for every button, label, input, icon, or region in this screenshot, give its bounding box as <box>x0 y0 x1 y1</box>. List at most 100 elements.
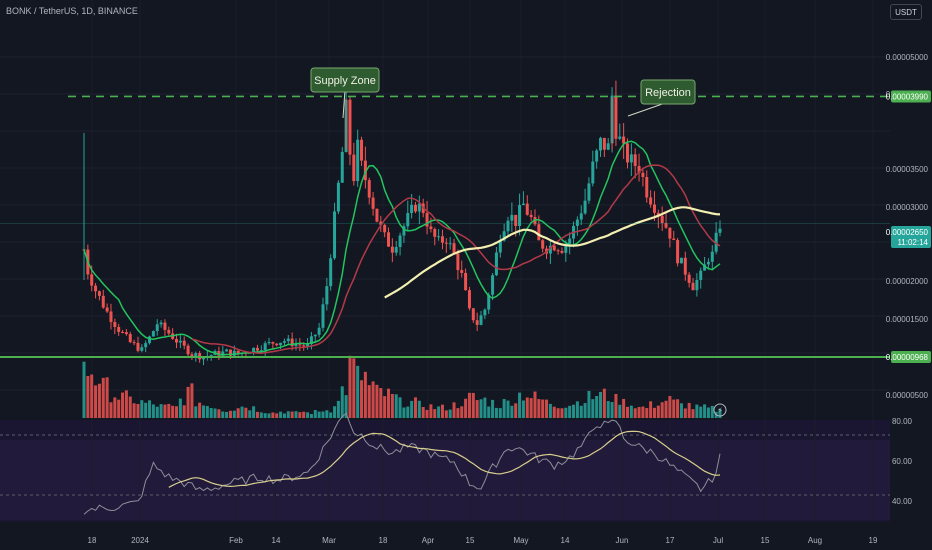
volume-bar <box>541 399 545 418</box>
volume-bar <box>548 403 552 418</box>
candle-body <box>121 331 125 333</box>
candle-body <box>625 143 629 163</box>
volume-bar <box>606 401 610 418</box>
candle-body <box>163 322 167 330</box>
volume-bar <box>167 403 171 418</box>
current-price-label: 0.00002650 <box>886 228 929 237</box>
volume-bar <box>244 407 248 418</box>
candle-body <box>329 258 333 287</box>
candle-body <box>321 304 325 328</box>
candle-body <box>298 344 302 346</box>
volume-bar <box>329 412 333 418</box>
volume-bar <box>587 390 591 418</box>
time-tick-label: 18 <box>379 536 388 545</box>
volume-bar <box>390 393 394 418</box>
volume-bar <box>518 392 522 418</box>
rsi-tick-label: 60.00 <box>892 457 913 466</box>
candle-body <box>290 338 294 347</box>
candle-body <box>367 180 371 198</box>
volume-bar <box>175 406 179 418</box>
candle-body <box>182 340 186 346</box>
lightning-icon-glyph: ⚡ <box>717 406 723 415</box>
rsi-smoothing-line <box>168 430 721 488</box>
volume-bar <box>371 381 375 418</box>
volume-bar <box>367 385 371 418</box>
candle-body <box>275 343 279 346</box>
candle-body <box>602 137 606 150</box>
volume-bar <box>595 396 599 418</box>
candle-body <box>660 215 664 224</box>
volume-bar <box>148 400 152 418</box>
candle-body <box>379 221 383 225</box>
time-tick-label: Apr <box>422 536 435 545</box>
volume-bar <box>695 404 699 418</box>
volume-bar <box>564 407 568 418</box>
candle-body <box>494 252 498 276</box>
volume-bar <box>275 413 279 418</box>
volume-bar <box>687 402 691 418</box>
volume-bar <box>213 408 217 418</box>
volume-bar <box>144 402 148 418</box>
candle-body <box>579 213 583 220</box>
volume-bar <box>645 408 649 418</box>
volume-bar <box>336 400 340 418</box>
volume-bar <box>406 406 410 418</box>
candle-body <box>448 243 452 245</box>
candle-body <box>683 257 687 275</box>
candle-body <box>97 291 101 296</box>
volume-bar <box>402 407 406 418</box>
candle-body <box>363 160 367 181</box>
candle-body <box>113 322 117 327</box>
volume-bar <box>417 400 421 418</box>
volume-bar <box>360 380 364 418</box>
candle-body <box>317 327 321 335</box>
candle-body <box>568 238 572 244</box>
candle-body <box>587 183 591 201</box>
candle-body <box>279 342 283 346</box>
candle-body <box>194 353 198 356</box>
candle-body <box>394 247 398 253</box>
volume-bar <box>641 406 645 418</box>
candle-body <box>491 275 495 295</box>
resistance-badge <box>891 90 931 103</box>
candle-body <box>340 151 344 183</box>
candle-body <box>560 250 564 253</box>
volume-bar <box>221 411 225 418</box>
supply-zone-box <box>310 67 380 93</box>
volume-bar <box>240 406 244 418</box>
volume-bar <box>205 406 209 418</box>
volume-bar <box>552 406 556 418</box>
candle-body <box>487 294 491 310</box>
candle-body <box>629 154 633 163</box>
candle-body <box>672 238 676 241</box>
moving-average-line <box>83 140 721 356</box>
candle-body <box>413 204 417 212</box>
volume-bar <box>194 406 198 418</box>
volume-bar <box>479 399 483 418</box>
volume-bar <box>298 412 302 418</box>
volume-bar <box>263 413 267 418</box>
candle-body <box>537 224 541 241</box>
volume-bar <box>398 397 402 418</box>
candle-body <box>209 355 213 357</box>
candle-body <box>583 200 587 214</box>
time-tick-label: May <box>513 536 528 545</box>
volume-bar <box>86 375 90 418</box>
volume-bar <box>282 413 286 418</box>
volume-bar <box>491 399 495 418</box>
volume-bar <box>190 383 194 418</box>
candle-body <box>306 344 310 347</box>
volume-bar <box>649 401 653 418</box>
candle-body <box>710 251 714 262</box>
candle-body <box>124 332 128 335</box>
candle-body <box>178 340 182 343</box>
support-badge <box>891 351 931 363</box>
volume-bar <box>710 405 714 418</box>
volume-bar <box>660 402 664 418</box>
candle-body <box>599 137 603 151</box>
volume-bar <box>618 404 622 418</box>
volume-bar <box>464 398 468 418</box>
currency-button[interactable]: USDT <box>890 4 922 20</box>
candle-body <box>402 226 406 236</box>
